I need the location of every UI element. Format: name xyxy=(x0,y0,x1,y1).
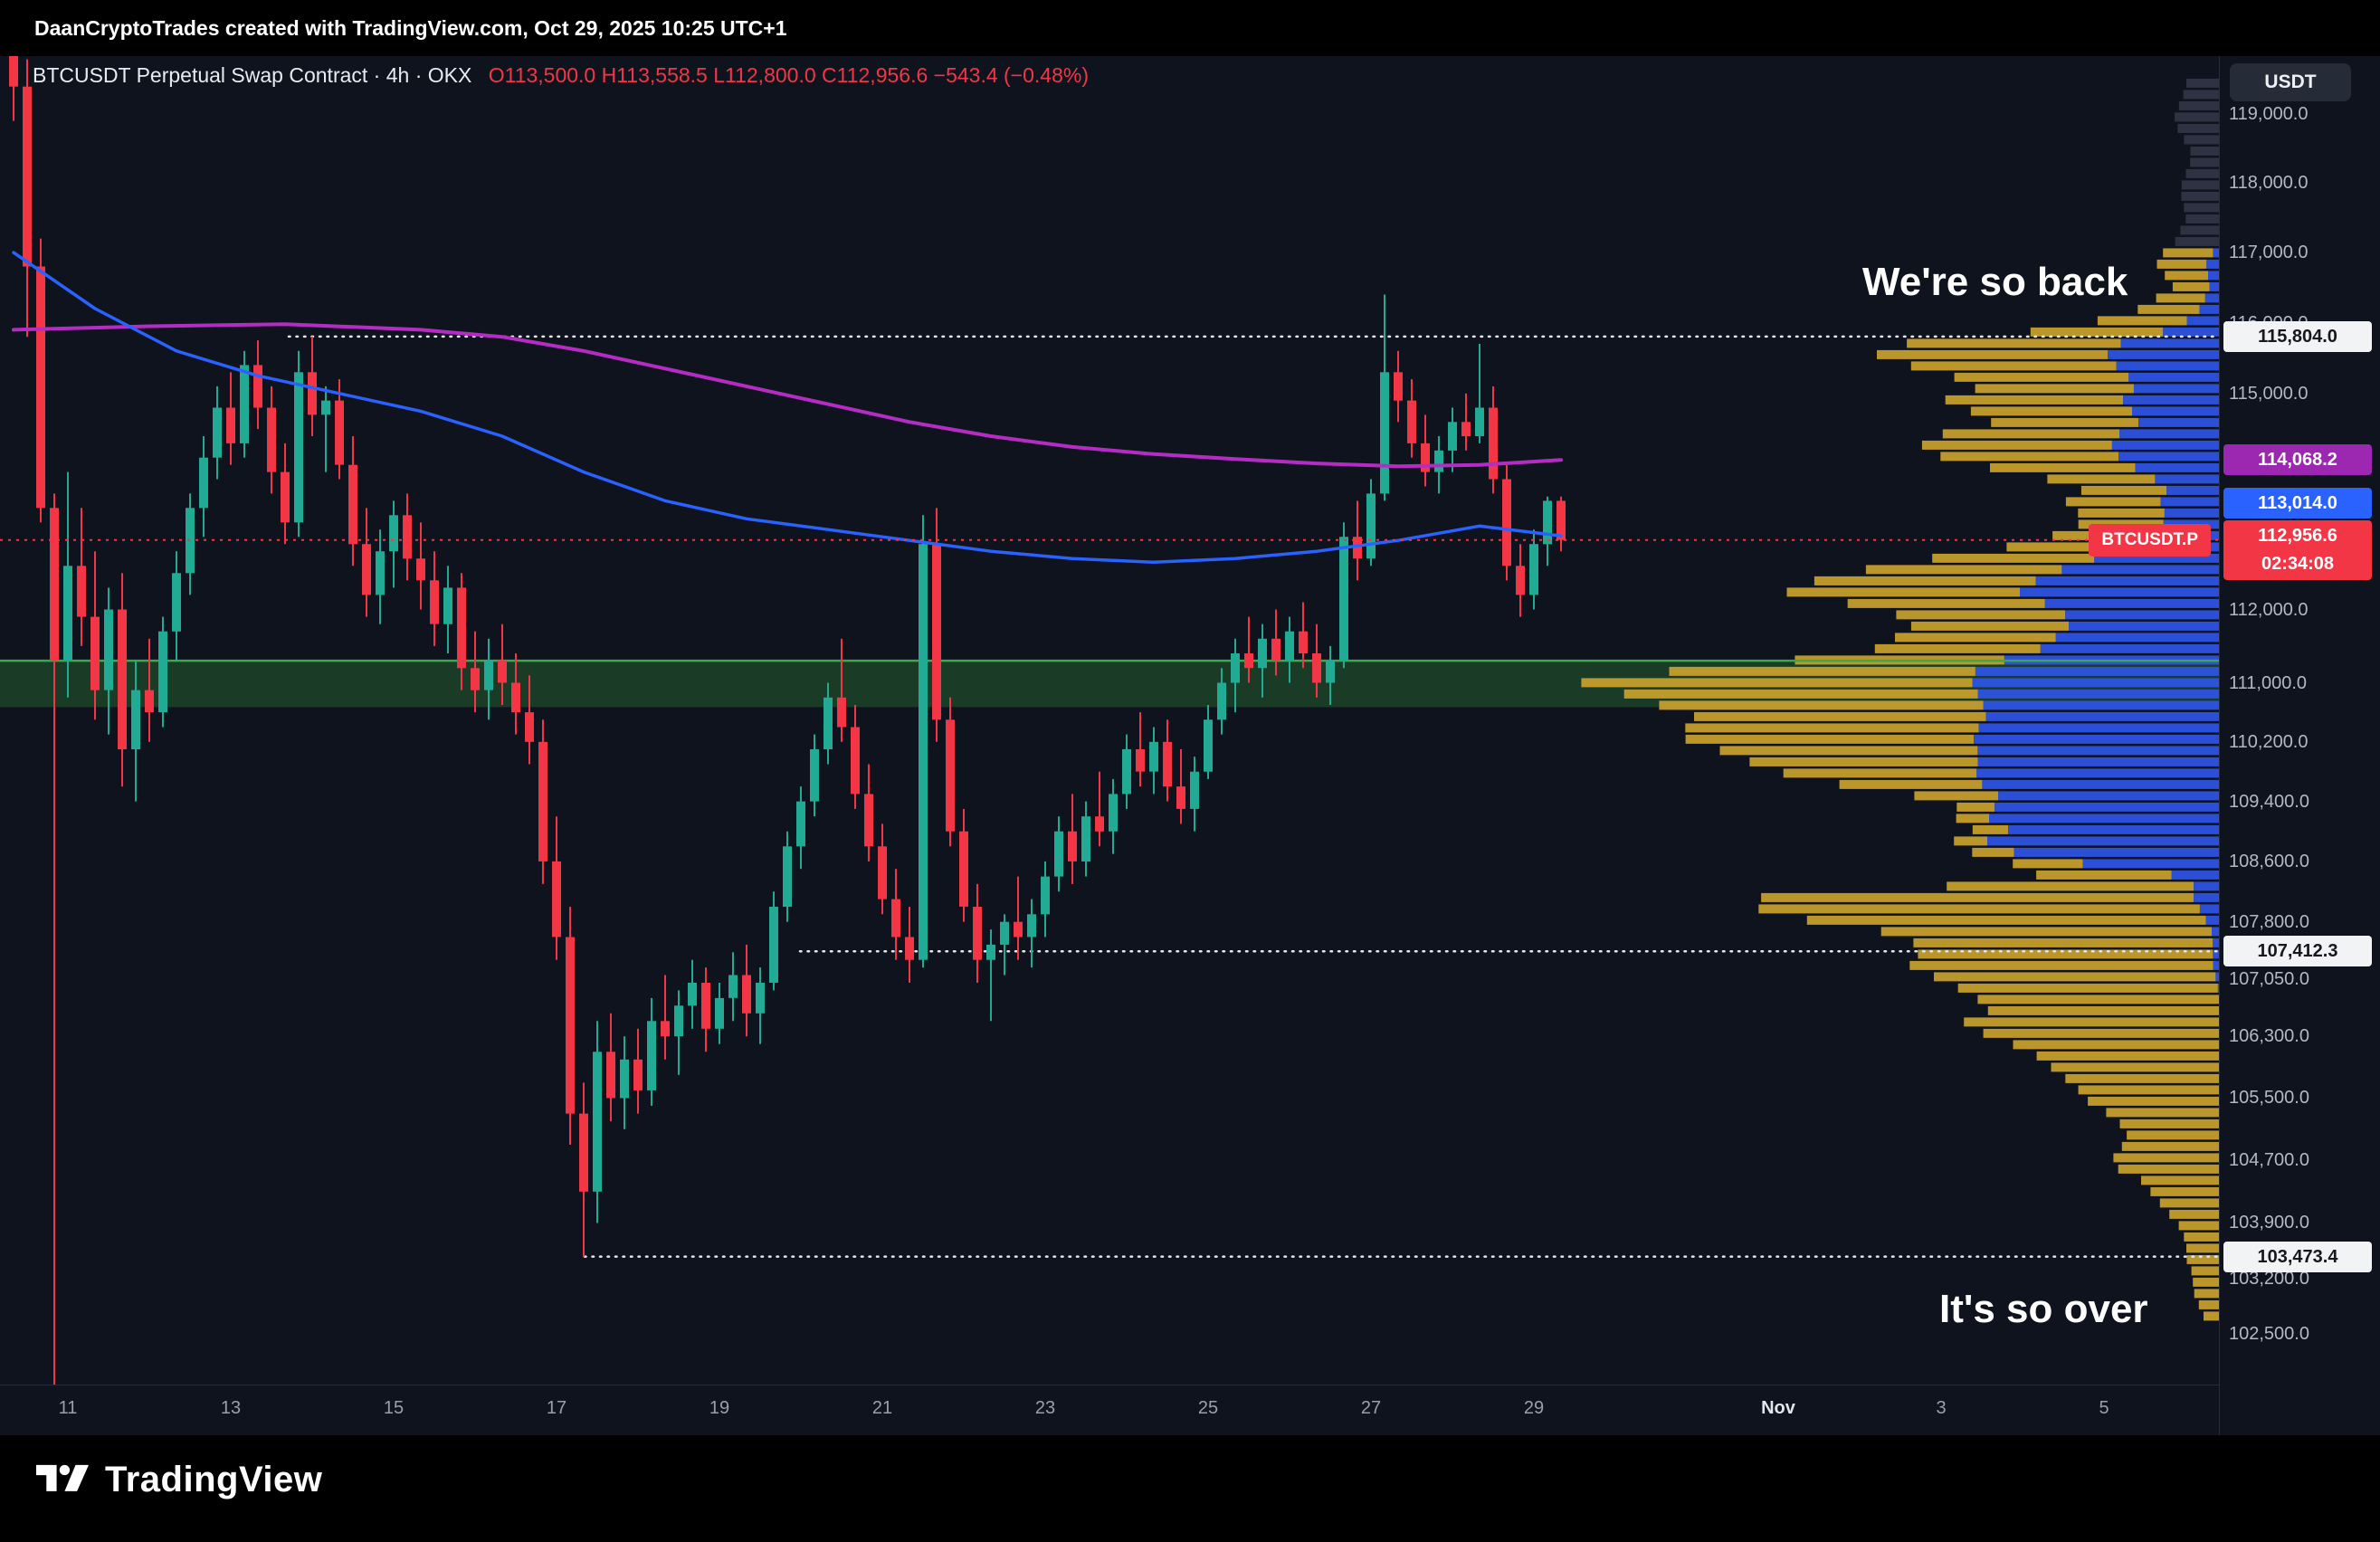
ma-slow-value-label: 114,068.2 xyxy=(2223,444,2372,476)
price-tick: 103,200.0 xyxy=(2229,1268,2309,1289)
footer-bar: TradingView xyxy=(0,1435,2380,1542)
chart-canvas[interactable]: BTCUSDT.P xyxy=(0,56,2219,1385)
level-price-label: 103,473.4 xyxy=(2223,1241,2372,1272)
time-tick: 19 xyxy=(709,1398,730,1418)
price-tick: 107,050.0 xyxy=(2229,968,2309,989)
tradingview-logo-icon xyxy=(36,1464,89,1491)
price-tick: 111,000.0 xyxy=(2229,672,2308,693)
ma-fast-value-label: 113,014.0 xyxy=(2223,487,2372,519)
ma-fast-line[interactable] xyxy=(12,251,1563,565)
tradingview-logo-text: TradingView xyxy=(105,1459,323,1499)
time-axis[interactable]: 11 13 15 17 19 21 23 25 27 29 Nov 3 5 xyxy=(0,1385,2219,1435)
header-title: DaanCryptoTrades created with TradingVie… xyxy=(34,16,787,40)
candles xyxy=(9,56,1566,1385)
price-tick: 112,000.0 xyxy=(2229,599,2309,620)
price-tick: 102,500.0 xyxy=(2229,1324,2309,1344)
price-tick: 104,700.0 xyxy=(2229,1150,2309,1171)
time-tick: 5 xyxy=(2099,1398,2109,1418)
price-tick: 106,300.0 xyxy=(2229,1026,2309,1047)
symbol-price-tag: BTCUSDT.P xyxy=(2089,523,2211,557)
last-price-label: 112,956.6 02:34:08 xyxy=(2223,519,2372,580)
time-tick: 21 xyxy=(871,1398,893,1418)
time-tick: 17 xyxy=(546,1398,567,1418)
candle-countdown: 02:34:08 xyxy=(2261,553,2335,574)
ma-slow-line[interactable] xyxy=(12,322,1563,469)
tradingview-logo[interactable]: TradingView xyxy=(36,1459,322,1500)
price-tick: 105,500.0 xyxy=(2229,1088,2309,1109)
time-tick: Nov xyxy=(1761,1398,1795,1418)
last-price-value: 112,956.6 xyxy=(2258,525,2337,546)
candlestick-chart[interactable] xyxy=(0,56,2219,1385)
volume-profile xyxy=(1581,78,2219,1321)
price-tick: 107,800.0 xyxy=(2229,911,2309,932)
currency-toggle-button[interactable]: USDT xyxy=(2230,63,2351,101)
chart-legend: BTCUSDT Perpetual Swap Contract · 4h · O… xyxy=(33,63,1089,88)
time-tick: 15 xyxy=(383,1398,405,1418)
time-tick: 23 xyxy=(1034,1398,1056,1418)
time-tick: 27 xyxy=(1360,1398,1382,1418)
price-tick: 110,200.0 xyxy=(2229,731,2309,752)
price-tick: 103,900.0 xyxy=(2229,1213,2309,1233)
time-tick: 25 xyxy=(1197,1398,1219,1418)
time-tick: 29 xyxy=(1523,1398,1545,1418)
price-tick: 115,000.0 xyxy=(2229,383,2309,404)
price-tick: 119,000.0 xyxy=(2229,104,2309,124)
legend-symbol: BTCUSDT Perpetual Swap Contract · 4h · O… xyxy=(33,63,472,87)
time-tick: 13 xyxy=(220,1398,242,1418)
price-axis[interactable]: 119,000.0118,000.0117,000.0116,000.0115,… xyxy=(2219,56,2380,1435)
time-tick: 11 xyxy=(58,1398,78,1418)
level-price-label: 115,804.0 xyxy=(2223,320,2372,352)
price-tick: 118,000.0 xyxy=(2229,173,2309,194)
annotation-were-so-back: We're so back xyxy=(1862,260,2128,304)
level-price-label: 107,412.3 xyxy=(2223,936,2372,967)
price-tick: 109,400.0 xyxy=(2229,791,2309,812)
price-tick: 117,000.0 xyxy=(2229,243,2309,263)
time-tick: 3 xyxy=(1936,1398,1947,1418)
legend-ohlc: O113,500.0 H113,558.5 L112,800.0 C112,95… xyxy=(488,63,1089,87)
price-tick: 108,600.0 xyxy=(2229,851,2309,871)
annotation-its-so-over: It's so over xyxy=(1939,1287,2148,1331)
header-bar: DaanCryptoTrades created with TradingVie… xyxy=(0,0,2380,56)
